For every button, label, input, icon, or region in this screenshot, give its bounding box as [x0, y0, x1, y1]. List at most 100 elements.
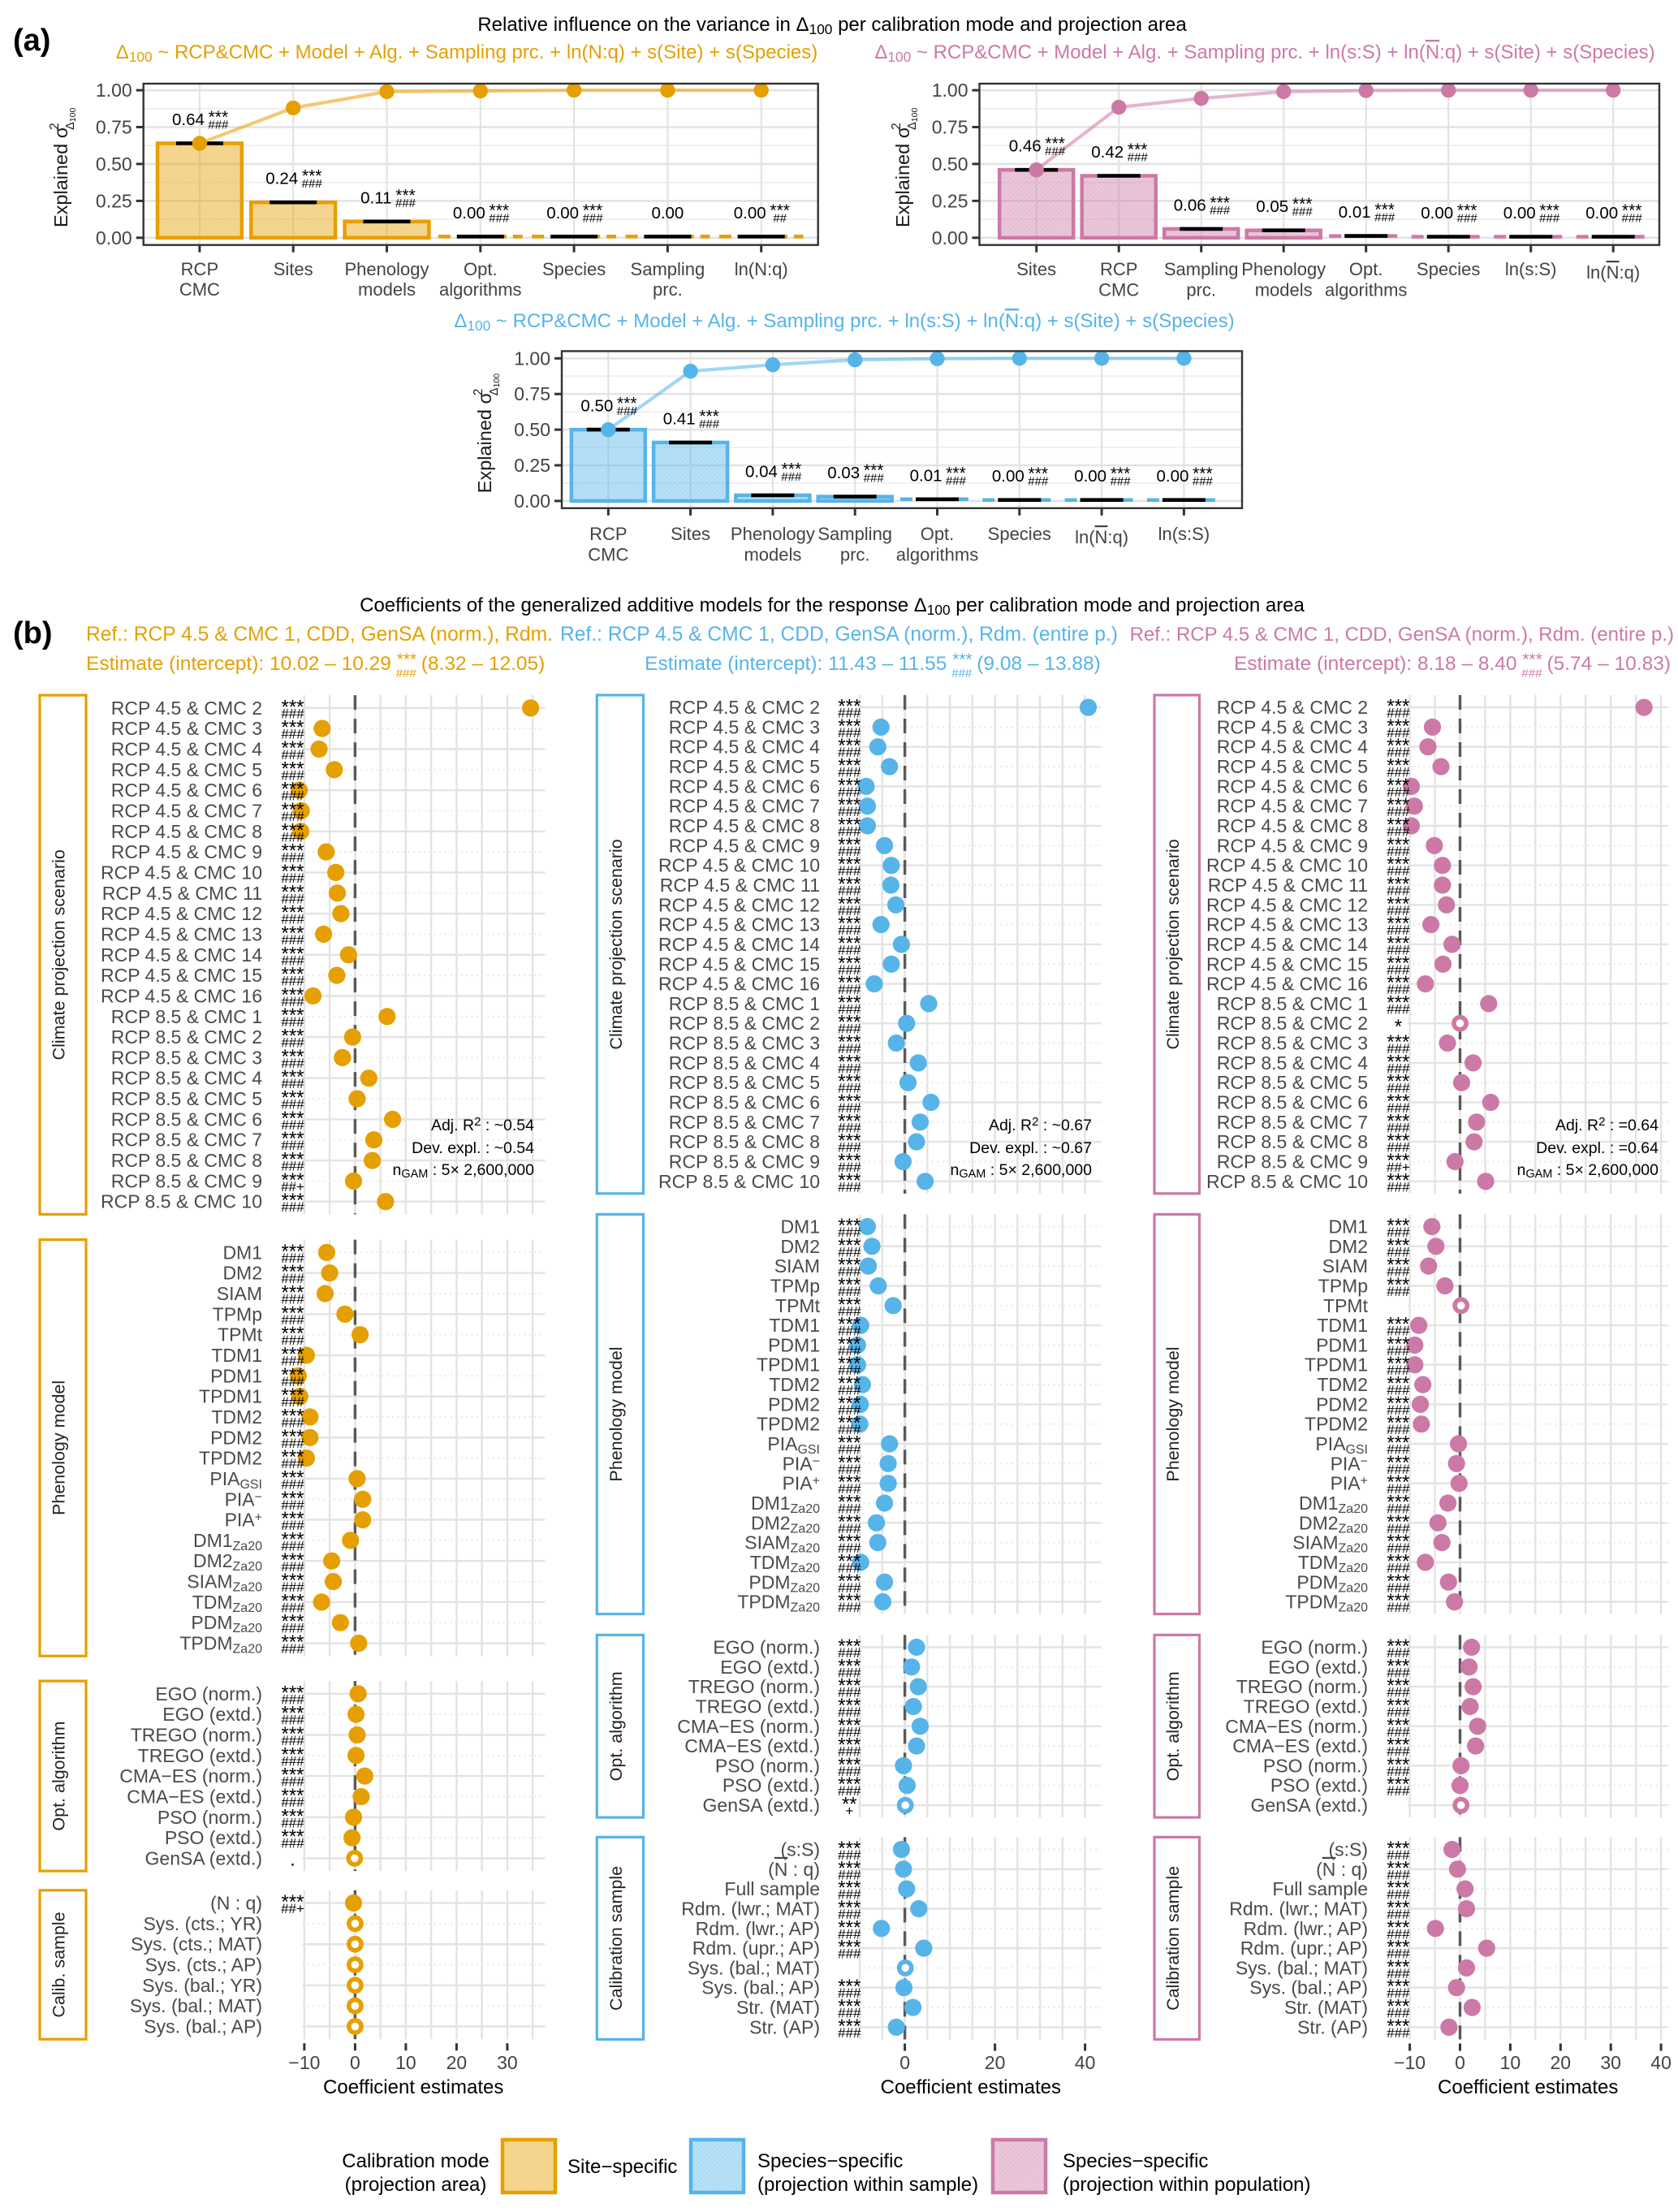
svg-text:***: ***	[281, 1385, 304, 1406]
svg-text:***: ***	[838, 893, 861, 915]
svg-text:***: ***	[838, 1432, 861, 1454]
svg-text:###: ###	[838, 1783, 861, 1799]
svg-text:###: ###	[1387, 863, 1410, 879]
svg-text:***: ***	[281, 819, 304, 841]
svg-text:###: ###	[1387, 1422, 1410, 1437]
svg-text:###: ###	[281, 1056, 304, 1071]
svg-text:RCP 8.5 & CMC 2: RCP 8.5 & CMC 2	[669, 1013, 820, 1034]
svg-text:0.00: 0.00	[1585, 204, 1618, 222]
svg-text:###: ###	[1387, 706, 1410, 721]
svg-text:###: ###	[1387, 1867, 1410, 1882]
svg-text:Δ100 ~ RCP&CMC + Model + Alg.: Δ100 ~ RCP&CMC + Model + Alg. + Sampling…	[116, 41, 818, 65]
svg-text:###: ###	[281, 1456, 304, 1471]
svg-text:RCP 8.5 & CMC 8: RCP 8.5 & CMC 8	[111, 1150, 262, 1171]
svg-text:***: ***	[281, 964, 304, 986]
svg-text:***: ***	[838, 715, 861, 737]
svg-text:###: ###	[281, 1559, 304, 1575]
svg-text:RCP 8.5 & CMC 2: RCP 8.5 & CMC 2	[1217, 1013, 1368, 1034]
svg-text:Coefficient estimates: Coefficient estimates	[881, 2076, 1061, 2098]
svg-text:20: 20	[1551, 2052, 1572, 2073]
svg-text:###: ###	[281, 809, 304, 824]
svg-text:(N : q): (N : q)	[210, 1893, 262, 1914]
svg-text:###: ###	[946, 474, 967, 488]
svg-text:***: ***	[281, 1723, 304, 1745]
svg-text:***: ***	[1387, 953, 1409, 974]
svg-text:###: ###	[281, 1117, 304, 1133]
svg-text:RCP 8.5 & CMC 1: RCP 8.5 & CMC 1	[1217, 993, 1368, 1014]
svg-text:###: ###	[1387, 1724, 1410, 1739]
svg-text:***: ***	[1387, 1937, 1409, 1959]
svg-text:1.00: 1.00	[96, 80, 132, 101]
svg-text:Sampling: Sampling	[1164, 259, 1239, 279]
svg-text:RCP 4.5 & CMC 3: RCP 4.5 & CMC 3	[111, 718, 262, 739]
svg-text:0.00: 0.00	[1421, 204, 1453, 222]
svg-text:###: ###	[281, 1753, 304, 1769]
svg-text:Calib. sample: Calib. sample	[50, 1912, 69, 2017]
svg-text:0.25: 0.25	[514, 455, 550, 476]
svg-text:###: ###	[281, 1354, 304, 1369]
svg-text:***: ***	[1387, 1675, 1409, 1697]
svg-text:***: ***	[838, 755, 861, 777]
svg-text:###: ###	[838, 863, 861, 879]
svg-text:###: ###	[281, 706, 304, 721]
svg-text:***: ***	[1387, 913, 1409, 935]
svg-text:###: ###	[838, 1343, 861, 1359]
svg-text:TDMZa20: TDMZa20	[1298, 1552, 1368, 1575]
svg-text:###: ###	[302, 177, 323, 191]
svg-text:0.05: 0.05	[1256, 197, 1288, 216]
svg-text:***: ***	[1387, 1130, 1409, 1152]
svg-text:Coefficient estimates: Coefficient estimates	[323, 2076, 503, 2098]
svg-text:−10: −10	[1394, 2052, 1426, 2073]
svg-text:###: ###	[1387, 2006, 1410, 2021]
svg-text:ln(N:q): ln(N:q)	[1586, 262, 1640, 283]
svg-text:Sys. (bal.; AP): Sys. (bal.; AP)	[1249, 1977, 1368, 1998]
svg-text:RCP 8.5 & CMC 7: RCP 8.5 & CMC 7	[1217, 1112, 1368, 1133]
svg-text:###: ###	[1210, 204, 1231, 218]
svg-text:***: ***	[838, 735, 861, 757]
svg-text:*: *	[1395, 1016, 1402, 1038]
svg-text:CMA−ES (norm.): CMA−ES (norm.)	[677, 1716, 820, 1737]
svg-text:###: ###	[1387, 1442, 1410, 1458]
svg-text:###: ###	[838, 1383, 861, 1398]
svg-text:Sys. (bal.; MAT): Sys. (bal.; MAT)	[130, 1995, 262, 2016]
svg-text:###: ###	[281, 1199, 304, 1215]
svg-text:Phenology model: Phenology model	[50, 1380, 69, 1515]
svg-text:***: ***	[1387, 1452, 1409, 1474]
svg-text:***: ***	[281, 1611, 304, 1633]
svg-text:###: ###	[281, 1621, 304, 1636]
svg-text:***: ***	[838, 1393, 861, 1415]
svg-text:(projection within sample): (projection within sample)	[757, 2174, 978, 2196]
svg-text:###: ###	[1387, 1560, 1410, 1575]
svg-text:###: ###	[1387, 1179, 1410, 1195]
svg-text:***: ***	[281, 1364, 304, 1386]
svg-text:***: ***	[1387, 1373, 1409, 1395]
svg-text:RCP 8.5 & CMC 4: RCP 8.5 & CMC 4	[669, 1052, 820, 1074]
svg-text:Sys. (bal.; AP): Sys. (bal.; AP)	[701, 1977, 820, 1998]
svg-text:30: 30	[1600, 2052, 1621, 2073]
svg-text:models: models	[1255, 280, 1313, 300]
svg-text:###: ###	[838, 1521, 861, 1536]
svg-text:RCP 4.5 & CMC 6: RCP 4.5 & CMC 6	[669, 775, 820, 797]
svg-text:***: ***	[281, 1087, 304, 1109]
svg-text:0.64: 0.64	[172, 110, 205, 129]
svg-text:RCP 4.5 & CMC 14: RCP 4.5 & CMC 14	[101, 944, 262, 966]
svg-text:###: ###	[281, 850, 304, 866]
svg-text:###: ###	[1387, 1081, 1410, 1096]
svg-text:***: ***	[1029, 464, 1049, 483]
svg-text:Ref.: RCP 4.5 & CMC 1, CDD, Ge: Ref.: RCP 4.5 & CMC 1, CDD, GenSA (norm.…	[86, 624, 553, 646]
svg-text:0.11: 0.11	[360, 188, 391, 207]
svg-text:Sys. (bal.; YR): Sys. (bal.; YR)	[142, 1975, 262, 1996]
svg-text:0.75: 0.75	[932, 117, 968, 138]
svg-text:DM2Za20: DM2Za20	[193, 1550, 262, 1574]
svg-text:RCP 4.5 & CMC 12: RCP 4.5 & CMC 12	[101, 903, 262, 924]
svg-text:***: ***	[864, 461, 884, 480]
svg-text:RCP 4.5 & CMC 2: RCP 4.5 & CMC 2	[669, 697, 820, 718]
svg-text:***: ***	[1387, 1773, 1409, 1795]
svg-text:Rdm. (lwr.; MAT): Rdm. (lwr.; MAT)	[1229, 1899, 1368, 1920]
svg-text:SIAM: SIAM	[217, 1283, 262, 1304]
svg-text:Species: Species	[542, 259, 606, 279]
svg-text:PDM2: PDM2	[210, 1427, 262, 1448]
svg-text:###: ###	[1387, 824, 1410, 840]
svg-text:###: ###	[1374, 211, 1395, 225]
svg-text:***: ***	[1387, 1996, 1409, 2018]
